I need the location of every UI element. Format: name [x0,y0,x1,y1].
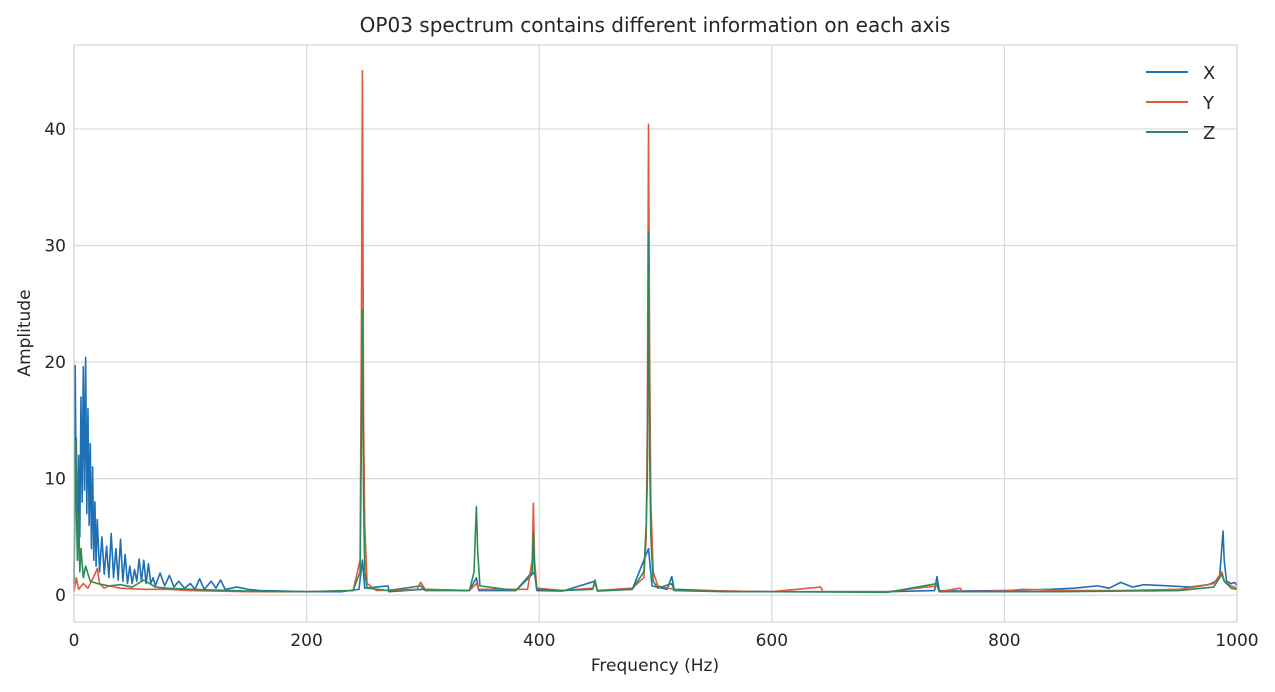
chart-title: OP03 spectrum contains different informa… [360,13,951,37]
series-line-x [73,356,1238,593]
x-tick-label: 400 [523,631,555,651]
y-tick-label: 40 [44,120,66,140]
x-tick-labels: 0 200 400 600 800 1000 [69,631,1259,651]
plot-frame [73,44,1238,623]
x-tick-label: 0 [69,631,80,651]
y-tick-label: 10 [44,470,66,490]
x-tick-label: 200 [290,631,322,651]
y-tick-labels: 0 10 20 30 40 [44,120,66,606]
y-tick-label: 30 [44,236,66,256]
y-tick-label: 20 [44,353,66,373]
x-tick-label: 1000 [1215,631,1258,651]
plot-series [73,69,1238,594]
x-tick-label: 800 [988,631,1020,651]
legend-label-z: Z [1203,123,1215,144]
y-tick-label: 0 [55,586,66,606]
legend-label-y: Y [1202,93,1215,114]
series-line-z [73,230,1238,594]
x-tick-label: 600 [756,631,788,651]
x-axis-label: Frequency (Hz) [591,656,719,676]
grid [73,45,1238,622]
legend-label-x: X [1203,63,1215,84]
series-line-y [73,69,1238,593]
legend: XYZ [1146,63,1215,144]
y-axis-label: Amplitude [15,289,35,376]
